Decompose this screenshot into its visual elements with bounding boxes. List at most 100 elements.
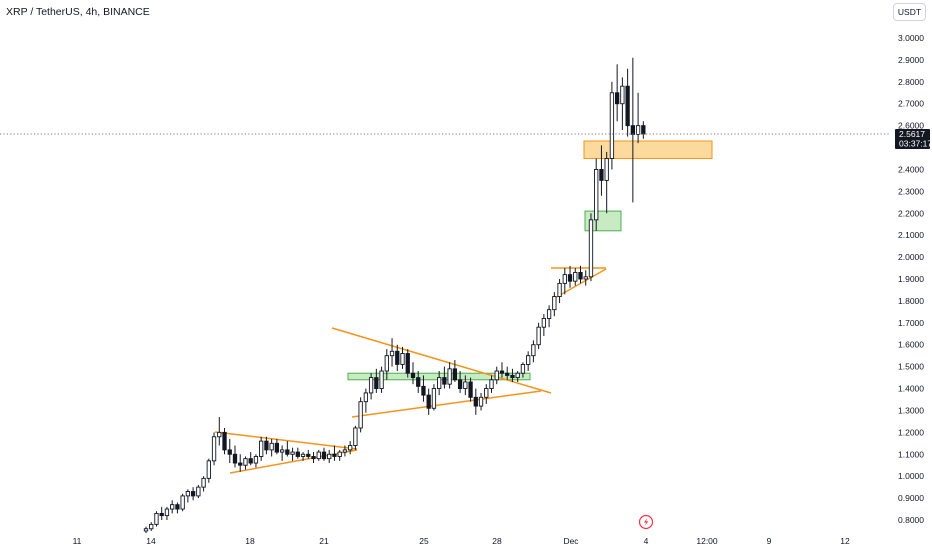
candle xyxy=(573,268,578,286)
candle-body xyxy=(615,92,620,105)
triangle-upper-line xyxy=(214,431,358,450)
trendline-layer xyxy=(214,267,607,474)
price-tick: 1.6000 xyxy=(898,340,924,350)
candle xyxy=(442,366,447,389)
candle xyxy=(353,425,358,450)
price-axis[interactable]: 3.0000 2.9000 2.8000 2.7000 2.6000 2.4000 2.30… xyxy=(898,33,924,525)
time-tick: 12:00 xyxy=(696,536,718,546)
price-tick: 2.8000 xyxy=(898,77,924,87)
orange-zone xyxy=(583,140,713,160)
candle-body xyxy=(426,394,431,409)
candle xyxy=(641,121,646,139)
candle-body xyxy=(217,431,222,438)
price-tick: 1.5000 xyxy=(898,362,924,372)
candle-body xyxy=(421,385,426,396)
candle xyxy=(238,454,243,472)
candle xyxy=(410,362,416,385)
candle xyxy=(159,506,164,520)
candle-body xyxy=(259,440,264,457)
time-tick: 4 xyxy=(644,536,649,546)
candle xyxy=(259,436,264,461)
candle xyxy=(227,438,232,464)
candle xyxy=(452,360,458,382)
candle xyxy=(484,384,489,404)
candle xyxy=(175,502,180,514)
candle-body xyxy=(348,445,353,451)
candle xyxy=(546,305,552,328)
candle-body xyxy=(175,504,180,510)
candle-layer xyxy=(143,57,646,534)
candle xyxy=(164,506,170,520)
candle xyxy=(295,447,300,459)
price-tick: 1.0000 xyxy=(898,471,924,481)
candle xyxy=(374,368,379,393)
time-tick: 14 xyxy=(146,536,156,546)
candle-body xyxy=(248,458,253,464)
candle-body xyxy=(379,370,384,389)
candle-body xyxy=(604,158,609,181)
candle-body xyxy=(243,458,248,466)
candle xyxy=(285,441,290,457)
currency-button[interactable]: USDT xyxy=(893,3,926,21)
candle-body xyxy=(468,381,473,398)
time-tick: 12 xyxy=(840,536,850,546)
candle-body xyxy=(536,326,541,346)
candle-body xyxy=(170,504,175,510)
green-zone xyxy=(584,210,622,232)
time-tick: 28 xyxy=(492,536,502,546)
candle xyxy=(379,366,384,393)
candle xyxy=(447,362,452,389)
candle xyxy=(316,449,321,461)
candle xyxy=(327,449,332,464)
time-axis[interactable]: 11 14 18 21 25 28 Dec 4 12:00 9 12 xyxy=(73,536,850,546)
candle xyxy=(279,445,285,461)
price-tick: 2.0000 xyxy=(898,252,924,262)
candle xyxy=(599,145,604,196)
candle-body xyxy=(395,350,400,365)
candle-body xyxy=(578,271,583,280)
candle xyxy=(615,64,620,122)
candle xyxy=(478,392,484,411)
price-tick: 0.8000 xyxy=(898,515,924,525)
candle-body xyxy=(510,374,515,379)
candle-body xyxy=(583,276,588,280)
price-tick: 1.9000 xyxy=(898,274,924,284)
candle-body xyxy=(185,491,191,497)
candle-body xyxy=(143,528,149,532)
candle xyxy=(395,344,400,372)
candle-body xyxy=(211,436,217,462)
candle-body xyxy=(431,388,437,409)
time-tick: Dec xyxy=(563,536,579,546)
triangle-lower-line xyxy=(552,268,607,300)
lightning-icon[interactable] xyxy=(638,514,654,530)
candle-body xyxy=(499,370,505,374)
candle-body xyxy=(389,350,395,357)
candle xyxy=(348,441,353,455)
candle-body xyxy=(625,85,630,127)
candle xyxy=(562,268,567,295)
time-tick: 21 xyxy=(319,536,329,546)
candle xyxy=(269,438,274,457)
candle xyxy=(149,522,154,531)
candle-body xyxy=(473,396,478,407)
candle-body xyxy=(447,368,452,385)
candle-body xyxy=(546,309,552,319)
candle-body xyxy=(232,453,238,464)
candle xyxy=(625,68,630,137)
candle xyxy=(180,493,185,512)
chart-title: XRP / TetherUS, 4h, BINANCE xyxy=(6,6,150,18)
candle xyxy=(536,322,541,350)
candle-body xyxy=(353,427,358,446)
candle-body xyxy=(180,495,185,510)
price-tick: 1.1000 xyxy=(898,449,924,459)
candle-body xyxy=(463,381,468,389)
price-tick: 2.1000 xyxy=(898,230,924,240)
candle xyxy=(594,158,599,231)
candle xyxy=(531,340,536,363)
candle xyxy=(190,487,196,501)
candle-body xyxy=(358,401,363,429)
candle-body xyxy=(410,372,416,379)
price-tick: 2.9000 xyxy=(898,55,924,65)
